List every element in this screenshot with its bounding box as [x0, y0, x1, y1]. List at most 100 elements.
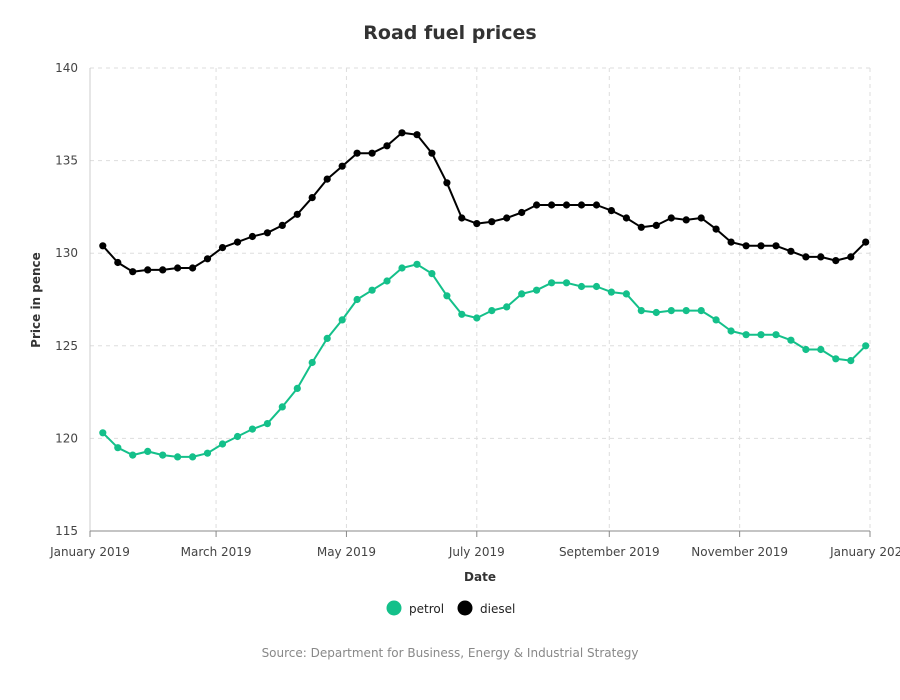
petrol-point[interactable]	[338, 316, 346, 324]
petrol-point[interactable]	[667, 307, 675, 315]
diesel-point[interactable]	[533, 201, 541, 209]
petrol-point[interactable]	[652, 308, 660, 317]
diesel-point[interactable]	[263, 229, 271, 237]
petrol-point[interactable]	[832, 355, 840, 363]
diesel-point[interactable]	[99, 242, 107, 250]
petrol-point[interactable]	[99, 429, 107, 437]
diesel-point[interactable]	[682, 216, 690, 224]
petrol-point[interactable]	[592, 282, 601, 291]
petrol-point[interactable]	[562, 279, 571, 287]
petrol-point[interactable]	[742, 331, 750, 339]
legend-item-diesel[interactable]: diesel	[457, 600, 516, 617]
diesel-point[interactable]	[308, 194, 316, 202]
diesel-point[interactable]	[787, 247, 795, 255]
petrol-point[interactable]	[159, 451, 167, 459]
petrol-point[interactable]	[144, 447, 152, 455]
diesel-point[interactable]	[413, 131, 421, 139]
petrol-point[interactable]	[697, 307, 705, 315]
diesel-point[interactable]	[174, 264, 182, 272]
petrol-point[interactable]	[772, 331, 780, 339]
petrol-point[interactable]	[488, 307, 496, 315]
diesel-point[interactable]	[802, 253, 810, 261]
petrol-point[interactable]	[398, 264, 406, 272]
petrol-point[interactable]	[233, 432, 242, 441]
diesel-point[interactable]	[548, 201, 556, 209]
diesel-point[interactable]	[862, 238, 870, 246]
diesel-point[interactable]	[847, 253, 855, 261]
petrol-point[interactable]	[263, 420, 271, 428]
diesel-point[interactable]	[428, 149, 436, 157]
diesel-point[interactable]	[637, 223, 645, 231]
diesel-point[interactable]	[518, 208, 526, 217]
diesel-point[interactable]	[727, 238, 735, 246]
petrol-point[interactable]	[712, 316, 720, 324]
diesel-point[interactable]	[817, 253, 825, 261]
diesel-point[interactable]	[159, 266, 167, 274]
petrol-point[interactable]	[503, 303, 511, 311]
diesel-point[interactable]	[712, 225, 720, 233]
petrol-point[interactable]	[308, 358, 316, 367]
petrol-point[interactable]	[607, 288, 616, 296]
petrol-point[interactable]	[533, 286, 541, 294]
diesel-point[interactable]	[233, 238, 242, 246]
diesel-point[interactable]	[742, 242, 750, 250]
petrol-point[interactable]	[802, 345, 810, 354]
diesel-point[interactable]	[562, 201, 571, 209]
diesel-point[interactable]	[248, 232, 256, 241]
diesel-point[interactable]	[458, 214, 466, 222]
petrol-point[interactable]	[622, 290, 631, 298]
petrol-point[interactable]	[218, 440, 227, 448]
diesel-point[interactable]	[757, 242, 765, 250]
legend-item-petrol[interactable]: petrol	[386, 600, 445, 617]
diesel-point[interactable]	[189, 264, 197, 272]
diesel-point[interactable]	[622, 214, 631, 222]
petrol-point[interactable]	[293, 384, 301, 392]
petrol-point[interactable]	[248, 425, 256, 433]
diesel-point[interactable]	[697, 214, 705, 222]
diesel-point[interactable]	[218, 244, 227, 252]
diesel-point[interactable]	[473, 220, 481, 228]
petrol-point[interactable]	[443, 292, 451, 300]
petrol-point[interactable]	[278, 403, 286, 411]
petrol-point[interactable]	[473, 314, 481, 322]
diesel-point[interactable]	[832, 257, 840, 265]
petrol-point[interactable]	[383, 277, 391, 285]
diesel-point[interactable]	[114, 258, 122, 267]
petrol-point[interactable]	[518, 290, 526, 298]
diesel-point[interactable]	[144, 266, 152, 274]
petrol-point[interactable]	[757, 331, 765, 339]
diesel-point[interactable]	[203, 255, 212, 263]
diesel-point[interactable]	[443, 179, 451, 187]
petrol-point[interactable]	[847, 357, 855, 365]
diesel-point[interactable]	[398, 129, 406, 137]
diesel-point[interactable]	[488, 218, 496, 226]
diesel-point[interactable]	[652, 221, 660, 229]
petrol-point[interactable]	[353, 295, 361, 304]
diesel-point[interactable]	[592, 201, 601, 209]
diesel-point[interactable]	[383, 142, 391, 150]
petrol-point[interactable]	[458, 310, 466, 318]
petrol-point[interactable]	[682, 307, 690, 315]
diesel-point[interactable]	[293, 210, 301, 218]
diesel-point[interactable]	[503, 214, 511, 222]
petrol-point[interactable]	[817, 345, 825, 354]
diesel-point[interactable]	[667, 214, 675, 222]
diesel-point[interactable]	[323, 175, 331, 183]
petrol-point[interactable]	[368, 286, 376, 294]
petrol-point[interactable]	[114, 444, 122, 452]
petrol-point[interactable]	[727, 327, 735, 335]
petrol-point[interactable]	[413, 260, 421, 268]
diesel-point[interactable]	[129, 268, 137, 276]
petrol-point[interactable]	[637, 307, 645, 315]
diesel-point[interactable]	[772, 242, 780, 250]
petrol-point[interactable]	[548, 279, 556, 287]
petrol-point[interactable]	[323, 334, 331, 342]
diesel-point[interactable]	[368, 149, 376, 157]
petrol-point[interactable]	[787, 336, 795, 344]
petrol-point[interactable]	[428, 270, 436, 278]
diesel-point[interactable]	[338, 162, 346, 170]
petrol-point[interactable]	[862, 342, 870, 350]
petrol-point[interactable]	[203, 449, 212, 457]
petrol-point[interactable]	[129, 451, 137, 459]
diesel-point[interactable]	[353, 149, 361, 157]
